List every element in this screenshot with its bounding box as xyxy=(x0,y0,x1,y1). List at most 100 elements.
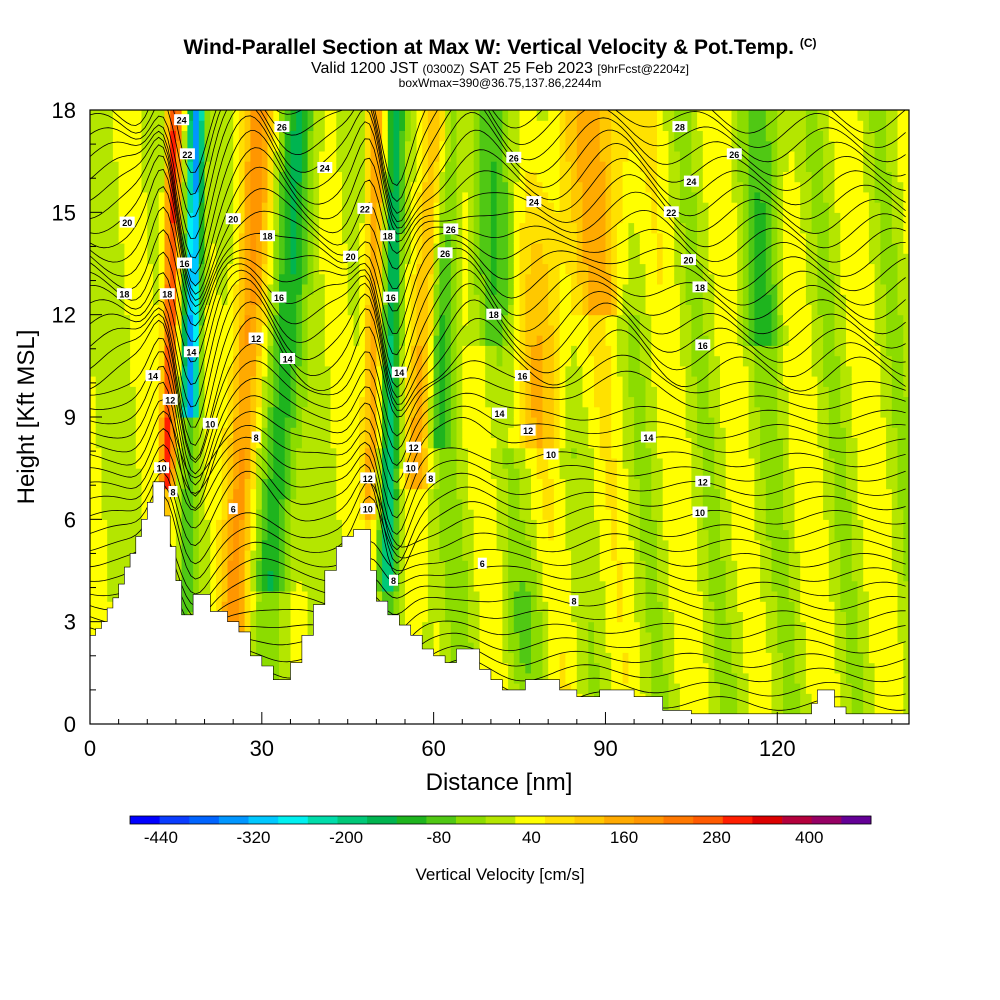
velocity-cell xyxy=(485,509,492,520)
velocity-cell xyxy=(141,427,148,438)
velocity-cell xyxy=(336,417,343,428)
velocity-cell xyxy=(187,417,194,428)
velocity-cell xyxy=(462,304,469,316)
velocity-cell xyxy=(118,324,125,336)
velocity-cell xyxy=(307,488,314,500)
velocity-cell xyxy=(147,120,154,131)
velocity-cell xyxy=(158,324,165,336)
velocity-cell xyxy=(496,130,503,142)
velocity-cell xyxy=(370,232,377,244)
velocity-cell xyxy=(267,611,274,623)
velocity-cell xyxy=(250,509,257,520)
velocity-cell xyxy=(95,498,102,510)
velocity-cell xyxy=(399,212,406,224)
velocity-cell xyxy=(531,120,538,131)
velocity-cell xyxy=(422,171,429,183)
velocity-cell xyxy=(559,161,566,172)
velocity-cell xyxy=(301,437,309,449)
velocity-cell xyxy=(542,662,549,674)
velocity-cell xyxy=(307,621,314,633)
velocity-cell xyxy=(422,130,429,142)
velocity-cell xyxy=(410,232,417,244)
velocity-cell xyxy=(290,222,297,234)
velocity-cell xyxy=(439,498,446,510)
velocity-cell xyxy=(422,202,429,213)
velocity-cell xyxy=(559,417,566,428)
velocity-cell xyxy=(330,509,337,520)
velocity-cell xyxy=(473,273,480,285)
velocity-cell xyxy=(548,243,555,254)
velocity-cell xyxy=(210,601,217,612)
velocity-cell xyxy=(164,345,171,357)
velocity-cell xyxy=(210,591,217,602)
velocity-cell xyxy=(393,591,400,602)
velocity-cell xyxy=(376,427,383,438)
velocity-cell xyxy=(135,222,143,234)
velocity-cell xyxy=(227,601,234,612)
velocity-cell xyxy=(525,376,532,387)
velocity-cell xyxy=(250,345,257,357)
velocity-cell xyxy=(118,365,125,377)
velocity-cell xyxy=(342,355,349,367)
velocity-cell xyxy=(124,478,131,490)
velocity-cell xyxy=(267,519,274,531)
velocity-cell xyxy=(456,550,463,561)
velocity-cell xyxy=(416,468,423,479)
velocity-cell xyxy=(267,406,274,418)
velocity-cell xyxy=(531,550,538,561)
velocity-cell xyxy=(330,335,337,346)
velocity-cell xyxy=(536,376,543,387)
velocity-cell xyxy=(376,202,383,213)
velocity-cell xyxy=(296,284,303,295)
velocity-cell xyxy=(427,601,435,612)
velocity-cell xyxy=(565,631,572,643)
velocity-cell xyxy=(135,355,143,367)
velocity-cell xyxy=(519,509,526,520)
velocity-cell xyxy=(147,386,154,398)
velocity-cell xyxy=(238,580,246,592)
velocity-cell xyxy=(473,519,480,531)
velocity-cell xyxy=(462,150,469,162)
velocity-cell xyxy=(107,509,114,520)
velocity-cell xyxy=(273,611,280,623)
velocity-cell xyxy=(473,498,480,510)
velocity-cell xyxy=(301,529,309,541)
velocity-cell xyxy=(90,580,97,592)
velocity-cell xyxy=(468,447,475,459)
velocity-cell xyxy=(387,140,395,152)
velocity-cell xyxy=(393,406,400,418)
velocity-cell xyxy=(508,519,515,531)
velocity-cell xyxy=(95,529,102,541)
velocity-cell xyxy=(107,130,114,142)
velocity-cell xyxy=(405,447,412,459)
velocity-cell xyxy=(319,427,326,438)
velocity-cell xyxy=(399,345,406,357)
velocity-cell xyxy=(479,263,486,275)
velocity-cell xyxy=(422,304,429,316)
velocity-cell xyxy=(130,447,137,459)
velocity-cell xyxy=(336,243,343,254)
velocity-cell xyxy=(410,212,417,224)
velocity-cell xyxy=(364,406,372,418)
velocity-cell xyxy=(313,263,320,275)
velocity-cell xyxy=(284,580,291,592)
velocity-cell xyxy=(342,212,349,224)
velocity-cell xyxy=(445,580,452,592)
velocity-cell xyxy=(301,253,309,265)
velocity-cell xyxy=(267,202,274,213)
velocity-cell xyxy=(124,519,131,531)
velocity-cell xyxy=(187,202,194,213)
velocity-cell xyxy=(175,324,183,336)
velocity-cell xyxy=(559,447,566,459)
velocity-cell xyxy=(101,314,108,326)
velocity-cell xyxy=(250,601,257,612)
velocity-cell xyxy=(513,509,521,520)
velocity-cell xyxy=(319,498,326,510)
velocity-cell xyxy=(210,498,217,510)
velocity-cell xyxy=(279,529,286,541)
velocity-cell xyxy=(468,509,475,520)
velocity-cell xyxy=(301,519,309,531)
velocity-cell xyxy=(370,447,377,459)
velocity-cell xyxy=(164,365,171,377)
velocity-cell xyxy=(456,386,463,398)
